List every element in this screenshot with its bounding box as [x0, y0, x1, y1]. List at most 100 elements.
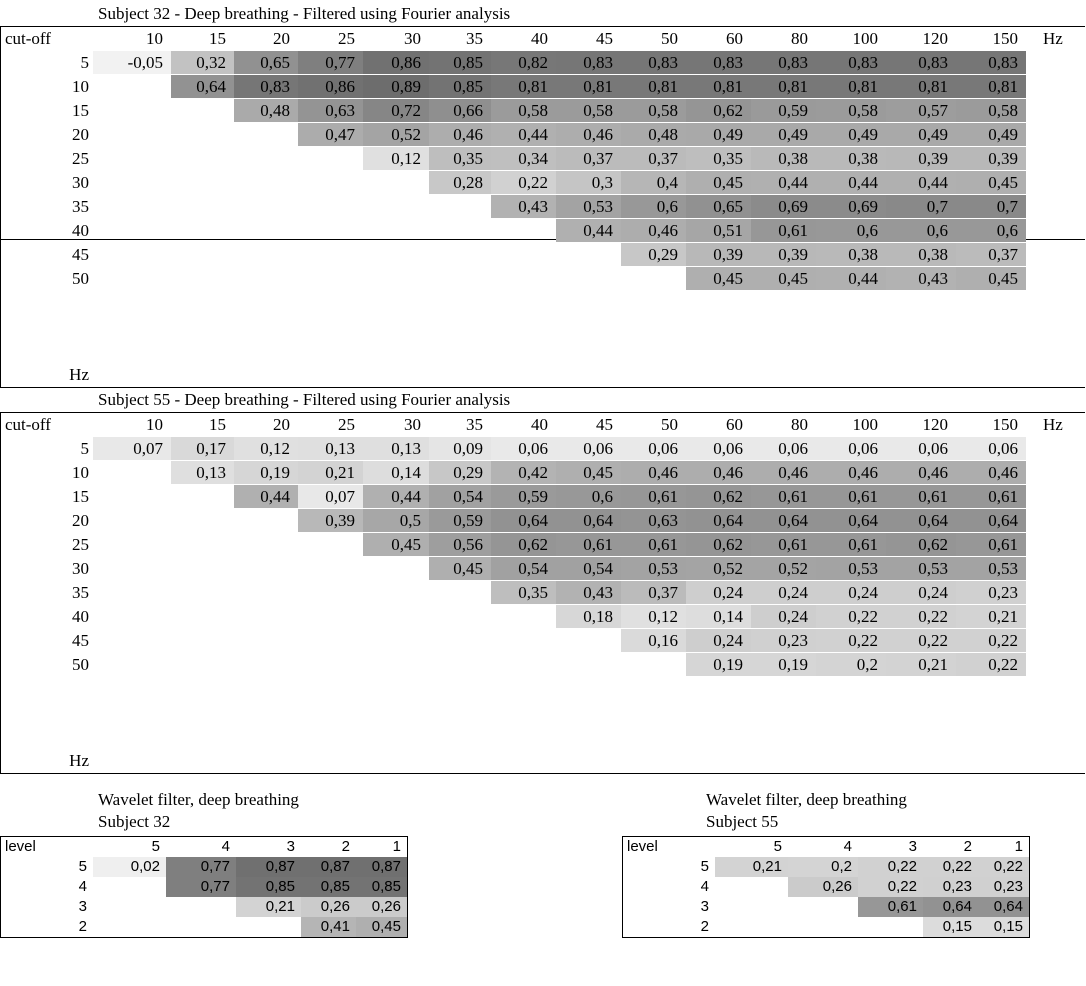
table-cell: 0,64: [491, 509, 556, 532]
column-header: 10: [146, 415, 163, 434]
table-cell: 0,61: [556, 533, 621, 556]
column-header: 150: [992, 415, 1019, 434]
table-cell: 0,64: [751, 509, 816, 532]
table-cell: 0,61: [621, 533, 686, 556]
table-cell: 0,63: [298, 99, 363, 122]
table-cell: 0,45: [429, 557, 491, 580]
table-cell: 0,45: [356, 917, 407, 937]
row-label: 25: [72, 149, 89, 168]
table-cell: 0,37: [621, 581, 686, 604]
table-cell: 0,46: [751, 461, 816, 484]
table-cell: 0,64: [956, 509, 1026, 532]
table-cell: 0,39: [751, 243, 816, 266]
table-cell: 0,22: [816, 605, 886, 628]
table-cell: 0,19: [234, 461, 298, 484]
table-cell: 0,86: [363, 51, 429, 74]
table-cell: 0,87: [356, 857, 407, 877]
table-cell: 0,15: [923, 917, 978, 937]
table-cell: 0,44: [234, 485, 298, 508]
table-cell: 0,29: [429, 461, 491, 484]
table-cell: 0,38: [816, 147, 886, 170]
table-cell: 0,81: [621, 75, 686, 98]
table-cell: 0,06: [491, 437, 556, 460]
table-cell: 0,6: [886, 219, 956, 242]
table-cell: 0,51: [686, 219, 751, 242]
column-header: 30: [404, 29, 421, 48]
table-cell: 0,13: [298, 437, 363, 460]
table-cell: 0,54: [429, 485, 491, 508]
wavelet2-table: level 5 4 3 2 1 5 0,21 0,2 0,22 0,22 0,22 4 0,26 0,22…: [622, 836, 1030, 938]
table-cell: 0,48: [621, 123, 686, 146]
table-cell: 0,37: [956, 243, 1026, 266]
row-label: 40: [72, 607, 89, 626]
table-cell: 0,72: [363, 99, 429, 122]
table-cell: 0,13: [363, 437, 429, 460]
table-cell: 0,83: [956, 51, 1026, 74]
table-cell: 0,09: [429, 437, 491, 460]
column-header: 3: [286, 838, 295, 855]
table-cell: 0,12: [621, 605, 686, 628]
column-header: 40: [531, 415, 548, 434]
table-cell: 0,21: [956, 605, 1026, 628]
column-header: 25: [338, 29, 355, 48]
table-cell: 0,69: [816, 195, 886, 218]
table-cell: 0,44: [556, 219, 621, 242]
table-cell: 0,22: [886, 605, 956, 628]
table-cell: -0,05: [93, 51, 171, 74]
table-cell: 0,6: [556, 485, 621, 508]
table-cell: 0,44: [751, 171, 816, 194]
table-cell: 0,24: [686, 629, 751, 652]
table-cell: 0,21: [886, 653, 956, 676]
table-cell: 0,81: [686, 75, 751, 98]
table-cell: 0,83: [621, 51, 686, 74]
table-cell: 0,64: [816, 509, 886, 532]
column-header: 60: [726, 415, 743, 434]
table-cell: 0,53: [956, 557, 1026, 580]
table-cell: 0,82: [491, 51, 556, 74]
row-label: 4: [78, 878, 87, 895]
table-cell: 0,21: [236, 897, 301, 917]
column-header: 60: [726, 29, 743, 48]
table-cell: 0,81: [751, 75, 816, 98]
table1: cut-off Hz Hz 10 15 20 25 30 35 40 45 50 60 80 100 1…: [0, 26, 1085, 388]
column-header: 1: [1014, 838, 1023, 855]
table-cell: 0,61: [886, 485, 956, 508]
column-header: 5: [151, 838, 160, 855]
column-header: 1: [392, 838, 401, 855]
table-cell: 0,6: [816, 219, 886, 242]
table-cell: 0,81: [816, 75, 886, 98]
table-cell: 0,53: [621, 557, 686, 580]
table-cell: 0,64: [556, 509, 621, 532]
table-cell: 0,83: [751, 51, 816, 74]
table-cell: 0,81: [886, 75, 956, 98]
table-cell: 0,22: [923, 857, 978, 877]
table-cell: 0,46: [686, 461, 751, 484]
table-cell: 0,46: [816, 461, 886, 484]
table-cell: 0,45: [363, 533, 429, 556]
table-cell: 0,65: [686, 195, 751, 218]
table-cell: 0,06: [886, 437, 956, 460]
column-header: 80: [791, 415, 808, 434]
table-cell: 0,61: [751, 533, 816, 556]
row-label: 15: [72, 101, 89, 120]
row-label: 45: [72, 245, 89, 264]
row-label: 25: [72, 535, 89, 554]
table-cell: 0,81: [491, 75, 556, 98]
table-cell: 0,24: [886, 581, 956, 604]
table-cell: 0,64: [171, 75, 234, 98]
row-label: 15: [72, 487, 89, 506]
table-cell: 0,13: [171, 461, 234, 484]
table-cell: 0,62: [686, 99, 751, 122]
table-cell: 0,7: [956, 195, 1026, 218]
table-cell: 0,61: [816, 485, 886, 508]
column-header: 4: [221, 838, 230, 855]
table-cell: 0,57: [886, 99, 956, 122]
row-label: 30: [72, 173, 89, 192]
row-label: 5: [80, 53, 90, 72]
table-cell: 0,29: [621, 243, 686, 266]
wavelet1-caption-line2: Subject 32: [98, 812, 171, 831]
table-cell: 0,59: [751, 99, 816, 122]
table-cell: 0,44: [491, 123, 556, 146]
table-cell: 0,69: [751, 195, 816, 218]
table-cell: 0,44: [816, 267, 886, 290]
